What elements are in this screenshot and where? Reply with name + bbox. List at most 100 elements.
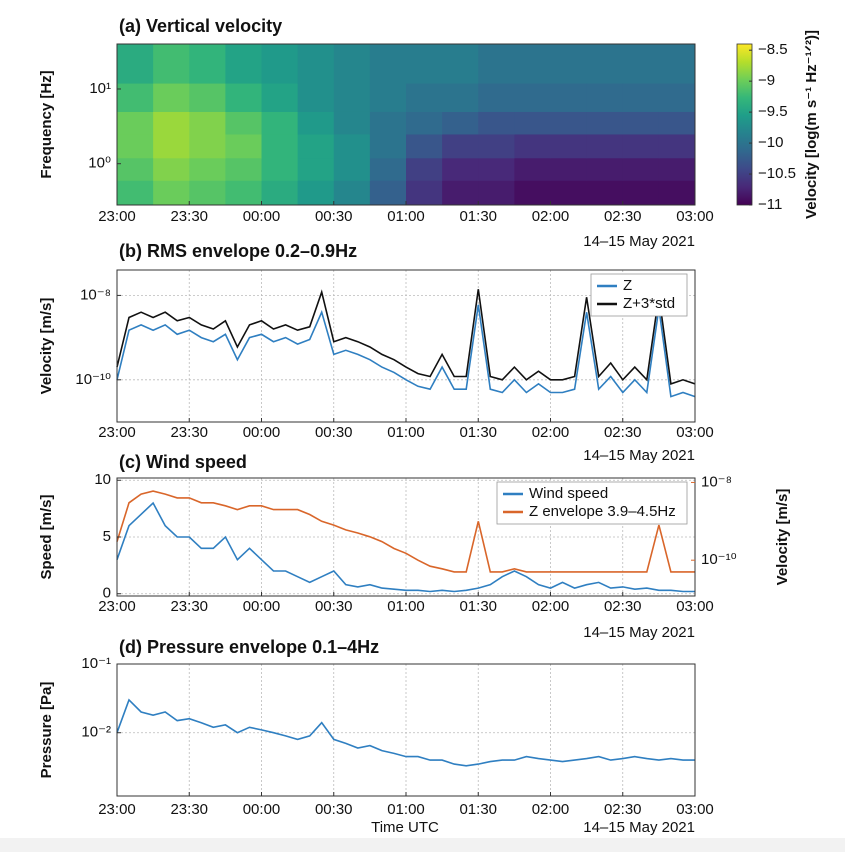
heat-cell	[225, 44, 262, 84]
heat-cell	[117, 83, 154, 112]
x-tick-label: 23:30	[170, 208, 208, 225]
x-tick-label: 00:30	[315, 598, 353, 615]
colorbar-tick-label: −9	[758, 72, 775, 89]
x-tick-label: 01:30	[459, 801, 497, 818]
x-tick-label: 23:30	[170, 801, 208, 818]
heat-cell	[586, 111, 624, 135]
heat-cell	[153, 111, 190, 135]
legend-label: Z envelope 3.9–4.5Hz	[529, 503, 676, 520]
y-tick-label: 10⁰	[88, 155, 111, 172]
y-tick-label: 10⁻¹	[81, 655, 111, 672]
x-tick-label: 00:30	[315, 801, 353, 818]
x-tick-label: 01:00	[387, 598, 425, 615]
y2-tick-label: 10⁻¹⁰	[701, 551, 737, 568]
heat-cell	[550, 180, 588, 206]
heat-cell	[225, 157, 262, 181]
heat-cell	[225, 180, 262, 206]
heat-cell	[153, 180, 190, 206]
heat-cell	[514, 157, 551, 181]
heat-cell	[622, 133, 660, 159]
x-tick-label: 02:00	[532, 424, 570, 441]
heat-cell	[442, 44, 479, 84]
y2-tick-label: 10⁻⁸	[701, 473, 732, 490]
x-tick-label: 00:00	[243, 801, 281, 818]
colorbar-label: Velocity [log(m s⁻¹ Hz⁻¹ᐟ²)]	[803, 30, 820, 219]
x-tick-label: 02:00	[532, 801, 570, 818]
heat-cell	[658, 157, 696, 181]
heat-cell	[333, 111, 371, 135]
x-tick-label: 03:00	[676, 208, 714, 225]
data-line	[116, 501, 695, 593]
x-tick-label: 03:00	[676, 598, 714, 615]
heat-cell	[369, 133, 407, 159]
heat-cell	[550, 83, 588, 112]
heat-cell	[261, 157, 299, 181]
heat-cell	[153, 157, 190, 181]
heat-cell	[622, 83, 660, 112]
heat-cell	[333, 157, 371, 181]
heat-cell	[478, 157, 515, 181]
heat-cell	[225, 83, 262, 112]
y-tick-label: 10⁻⁸	[80, 286, 111, 303]
x-tick-label: 02:30	[604, 424, 642, 441]
panel-title: (c) Wind speed	[119, 452, 247, 472]
heat-cell	[261, 111, 299, 135]
x-tick-label: 01:30	[459, 424, 497, 441]
y-axis-label: Velocity [m/s]	[38, 298, 55, 395]
legend-label: Z+3*std	[623, 295, 675, 312]
y-tick-label: 0	[103, 585, 111, 602]
heat-cell	[117, 111, 154, 135]
heat-cell	[189, 111, 226, 135]
heat-cell	[658, 180, 696, 206]
heat-cell	[297, 157, 335, 181]
heat-cell	[442, 133, 479, 159]
x-tick-label: 00:30	[315, 424, 353, 441]
legend-label: Wind speed	[529, 485, 608, 502]
heat-cell	[189, 44, 226, 84]
colorbar-tick-label: −10.5	[758, 165, 796, 182]
x-tick-label: 02:30	[604, 598, 642, 615]
y-tick-label: 10	[94, 471, 111, 488]
heat-cell	[333, 133, 371, 159]
heat-cell	[622, 44, 660, 84]
heat-cell	[225, 111, 262, 135]
x-tick-label: 23:30	[170, 424, 208, 441]
heat-cell	[297, 133, 335, 159]
date-label: 14–15 May 2021	[583, 819, 695, 836]
data-line	[116, 698, 695, 767]
y-tick-label: 10⁻²	[81, 724, 111, 741]
heat-cell	[369, 180, 407, 206]
heat-cell	[514, 44, 551, 84]
panel-title: (b) RMS envelope 0.2–0.9Hz	[119, 241, 357, 261]
y-tick-label: 5	[103, 528, 111, 545]
heat-cell	[189, 83, 226, 112]
x-tick-label: 03:00	[676, 424, 714, 441]
heat-cell	[658, 133, 696, 159]
y-tick-label: 10¹	[89, 80, 111, 97]
legend-label: Z	[623, 277, 632, 294]
date-label: 14–15 May 2021	[583, 447, 695, 464]
heat-cell	[261, 83, 299, 112]
x-tick-label: 02:30	[604, 208, 642, 225]
heat-cell	[658, 83, 696, 112]
x-tick-label: 00:00	[243, 598, 281, 615]
heat-cell	[406, 83, 443, 112]
y2-axis-label: Velocity [m/s]	[774, 489, 791, 586]
heat-cell	[478, 111, 515, 135]
heat-cell	[261, 133, 299, 159]
heat-cell	[586, 44, 624, 84]
heat-cell	[550, 157, 588, 181]
heat-cell	[406, 180, 443, 206]
heat-cell	[550, 111, 588, 135]
x-tick-label: 00:30	[315, 208, 353, 225]
x-tick-label: 00:00	[243, 208, 281, 225]
heat-cell	[189, 180, 226, 206]
data-line	[116, 304, 696, 398]
heat-cell	[369, 83, 407, 112]
heat-cell	[478, 180, 515, 206]
heat-cell	[658, 44, 696, 84]
y-axis-label: Frequency [Hz]	[38, 70, 55, 178]
heat-cell	[514, 83, 551, 112]
heat-cell	[658, 111, 696, 135]
panel-title: (a) Vertical velocity	[119, 16, 282, 36]
